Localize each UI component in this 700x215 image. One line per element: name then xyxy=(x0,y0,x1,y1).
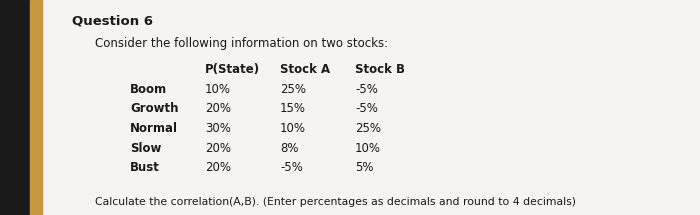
Text: 20%: 20% xyxy=(205,141,231,155)
Text: -5%: -5% xyxy=(355,103,378,115)
Bar xyxy=(30,0,42,215)
Text: 25%: 25% xyxy=(355,122,381,135)
Text: 10%: 10% xyxy=(280,122,306,135)
Text: Calculate the correlation(A,B). (Enter percentages as decimals and round to 4 de: Calculate the correlation(A,B). (Enter p… xyxy=(95,197,576,207)
Text: 10%: 10% xyxy=(205,83,231,96)
Text: Stock A: Stock A xyxy=(280,63,330,76)
Text: 8%: 8% xyxy=(280,141,298,155)
Text: 5%: 5% xyxy=(355,161,374,174)
Text: -5%: -5% xyxy=(355,83,378,96)
Text: Consider the following information on two stocks:: Consider the following information on tw… xyxy=(95,37,388,50)
Text: 25%: 25% xyxy=(280,83,306,96)
Text: Growth: Growth xyxy=(130,103,178,115)
Text: Slow: Slow xyxy=(130,141,162,155)
Text: Normal: Normal xyxy=(130,122,178,135)
Text: Bust: Bust xyxy=(130,161,160,174)
Text: Question 6: Question 6 xyxy=(72,15,153,28)
Text: 15%: 15% xyxy=(280,103,306,115)
Text: 30%: 30% xyxy=(205,122,231,135)
Text: Boom: Boom xyxy=(130,83,167,96)
Text: 10%: 10% xyxy=(355,141,381,155)
Text: P(State): P(State) xyxy=(205,63,260,76)
Bar xyxy=(0,0,30,215)
Text: Stock B: Stock B xyxy=(355,63,405,76)
Text: 20%: 20% xyxy=(205,161,231,174)
Text: -5%: -5% xyxy=(280,161,303,174)
Text: 20%: 20% xyxy=(205,103,231,115)
